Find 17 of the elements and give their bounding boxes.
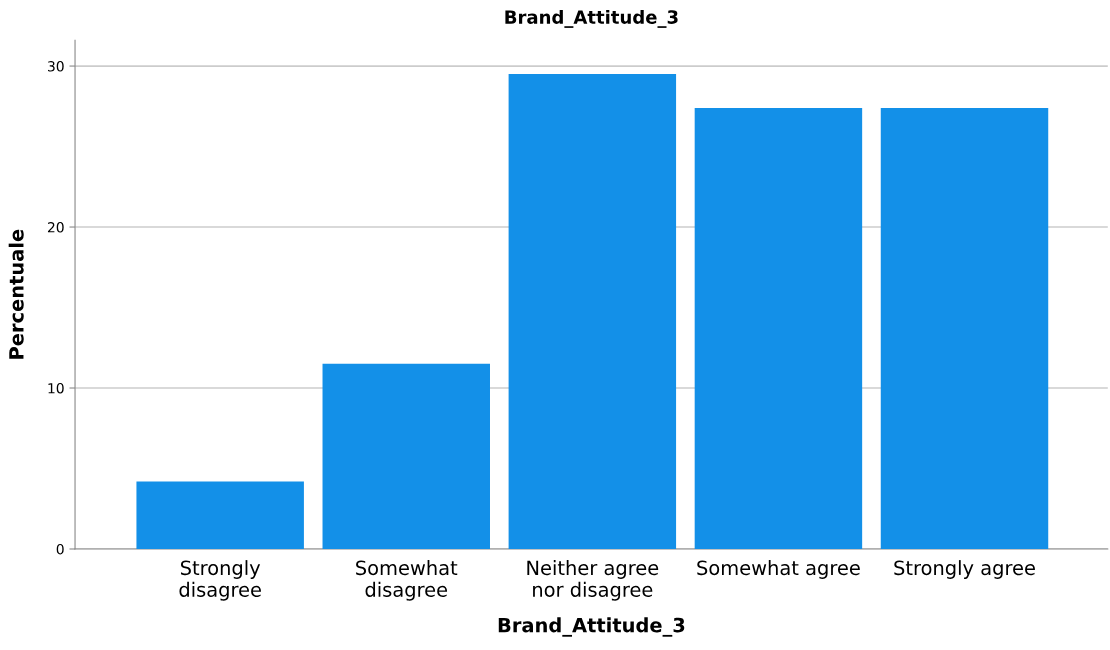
bar [508, 74, 677, 549]
bar [136, 481, 304, 549]
y-tick-label: 10 [48, 382, 64, 394]
bar [880, 107, 1049, 549]
bar [694, 107, 863, 549]
x-tick-label: Strongly agree [894, 560, 1035, 579]
chart-title: Brand_Attitude_3 [505, 9, 678, 28]
x-axis-title: Brand_Attitude_3 [498, 617, 685, 637]
x-tick-label: Neither agree nor disagree [527, 560, 659, 601]
x-tick-label: Strongly disagree [179, 560, 261, 601]
x-tick-label: Somewhat agree [697, 560, 860, 579]
x-tick-label: Somewhat disagree [356, 560, 458, 601]
y-axis-title: Percentuale [8, 229, 24, 359]
bar [322, 363, 490, 549]
y-tick-label: 30 [48, 61, 64, 72]
y-tick-label: 20 [47, 222, 64, 233]
y-tick-label: 0 [56, 543, 64, 555]
